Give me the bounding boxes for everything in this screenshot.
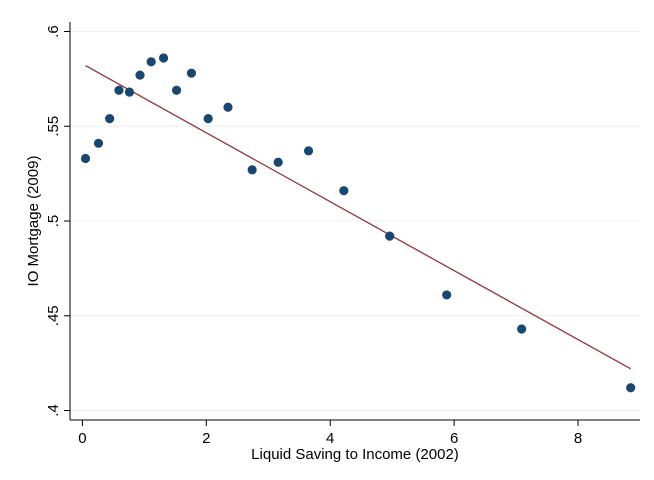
x-tick-label: 6 xyxy=(450,430,458,447)
x-tick-label: 8 xyxy=(574,430,582,447)
data-point xyxy=(385,231,395,241)
data-point xyxy=(135,70,145,80)
data-point xyxy=(124,87,135,97)
data-point xyxy=(517,324,527,334)
gridlines xyxy=(70,30,640,412)
data-point xyxy=(247,165,257,175)
fit-line xyxy=(85,65,632,370)
y-tick-label: .6 xyxy=(45,25,62,38)
x-tick-label: 4 xyxy=(326,430,334,447)
fit-line-group xyxy=(85,65,632,370)
data-point xyxy=(146,57,156,67)
x-axis-ticks: 0 2 4 6 8 xyxy=(78,420,582,447)
data-point xyxy=(303,146,314,156)
y-axis-ticks: .4 .45 .5 .55 .6 xyxy=(45,25,70,417)
x-tick-label: 2 xyxy=(202,430,210,447)
data-point xyxy=(223,102,233,112)
data-point xyxy=(80,153,91,164)
data-point xyxy=(339,186,349,196)
y-axis-title: IO Mortgage (2009) xyxy=(25,156,42,287)
y-tick-label: .4 xyxy=(45,404,62,417)
data-point xyxy=(114,85,124,95)
data-point xyxy=(105,114,115,124)
data-point xyxy=(186,68,197,78)
data-point xyxy=(171,85,182,95)
y-tick-label: .45 xyxy=(45,305,62,326)
data-points xyxy=(80,53,636,393)
data-point xyxy=(93,138,104,148)
data-point xyxy=(626,383,636,393)
x-axis-title: Liquid Saving to Income (2002) xyxy=(251,446,459,463)
data-point xyxy=(203,114,213,124)
data-point xyxy=(442,290,452,300)
y-tick-label: .55 xyxy=(45,116,62,137)
data-point xyxy=(273,157,283,167)
data-point xyxy=(158,53,169,63)
y-tick-label: .5 xyxy=(45,215,62,228)
x-tick-label: 0 xyxy=(78,430,86,447)
